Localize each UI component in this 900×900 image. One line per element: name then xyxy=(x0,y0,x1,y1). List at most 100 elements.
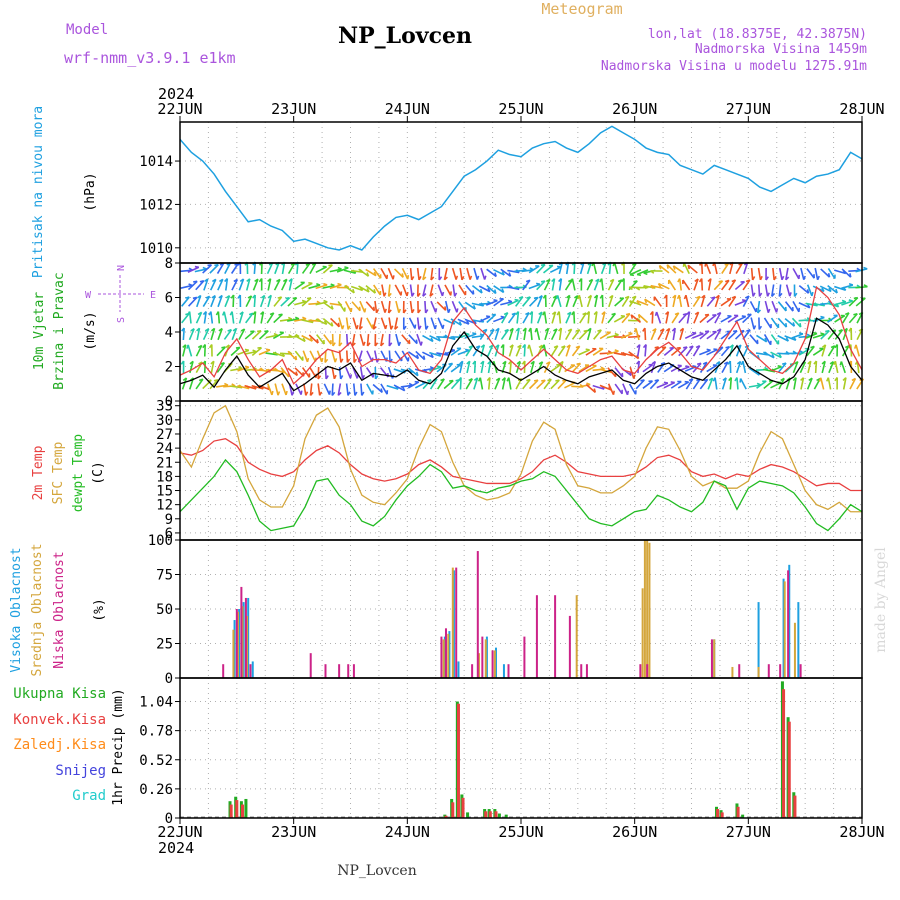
wind-arrow-head xyxy=(522,267,527,271)
wind-arrow-head xyxy=(785,276,790,281)
wind-arrow xyxy=(535,328,541,341)
wind-arrow xyxy=(827,285,838,294)
wind-arrow xyxy=(237,385,250,390)
wind-arrow-head xyxy=(636,344,641,349)
wind-arrow-head xyxy=(863,284,868,288)
wind-arrow xyxy=(720,330,731,340)
wind-arrow xyxy=(683,262,690,275)
wind-arrow-head xyxy=(771,353,775,359)
wind-arrow xyxy=(231,279,239,291)
wind-arrow xyxy=(543,279,551,291)
cloud-mid-label: Srednja Oblacnost xyxy=(30,543,45,676)
wind-arrow xyxy=(274,262,280,275)
wind-arrow xyxy=(494,328,500,341)
wind-arrow-head xyxy=(218,327,223,332)
wind-arrow xyxy=(457,318,470,325)
wind-arrow-head xyxy=(330,283,335,287)
precip-bar-convective xyxy=(444,815,448,818)
wind-arrow xyxy=(296,261,299,275)
cloud-bar-low xyxy=(440,636,443,678)
wind-arrow xyxy=(707,278,712,291)
date-label-bottom: 23JUN xyxy=(271,823,316,841)
wind-arrow xyxy=(253,261,257,275)
cloud-bar-low xyxy=(710,639,713,678)
wind-arrow-head xyxy=(558,278,562,283)
wind-arrow-head xyxy=(325,375,329,380)
cloud-axis-labels: Visoka Oblacnost Srednja Oblacnost Niska… xyxy=(9,543,107,676)
wind-arrow xyxy=(536,379,546,390)
wind-arrow-head xyxy=(677,278,681,283)
wind-arrow-head xyxy=(347,391,351,396)
wind-arrow-head xyxy=(593,311,598,316)
cloud-bar-high xyxy=(797,602,800,678)
cloud-bar-low xyxy=(580,664,583,678)
wind-arrow xyxy=(216,346,226,357)
wind-arrow-head xyxy=(246,278,251,283)
date-label-top: 25JUN xyxy=(498,100,543,118)
wind-arrow-head xyxy=(586,311,590,316)
wind-arrow-head xyxy=(773,276,777,281)
wind-arrow xyxy=(393,384,406,392)
wind-arrow-head xyxy=(838,329,843,332)
cloud-bar-low xyxy=(481,636,484,678)
wind-arrow xyxy=(791,317,802,328)
wind-arrow xyxy=(224,262,232,275)
wind-arrow xyxy=(437,284,444,297)
wind-arrow xyxy=(443,335,456,341)
wind-arrow-head xyxy=(204,278,209,283)
legend-convective: Konvek.Kisa xyxy=(13,712,106,728)
cloud-bar-mid xyxy=(246,615,249,678)
wind-arrow xyxy=(841,284,854,290)
wind-arrow-head xyxy=(712,377,716,382)
wind-arrow xyxy=(536,311,543,324)
wind-arrow xyxy=(344,285,355,294)
wind-arrow-head xyxy=(254,278,259,283)
wind-arrow-head xyxy=(416,354,420,359)
wind-arrow xyxy=(721,377,727,390)
wind-arrow xyxy=(713,262,718,275)
wind-arrow xyxy=(187,266,200,273)
wind-arrow xyxy=(672,295,677,308)
y-tick-label: 0 xyxy=(165,671,173,687)
wind-arrow xyxy=(245,295,253,308)
wind-arrow-head xyxy=(267,278,272,283)
wind-arrow xyxy=(706,364,718,373)
wind-arrow xyxy=(493,298,504,307)
wind-arrow-head xyxy=(521,360,526,365)
wind-arrow-head xyxy=(302,316,307,320)
precip-bar-total xyxy=(497,813,501,818)
wind-arrow-head xyxy=(237,294,241,299)
wind-arrow xyxy=(656,382,669,389)
wind-arrow-head xyxy=(466,360,471,365)
wind-arrow xyxy=(231,328,238,341)
wind-gust-series xyxy=(179,285,863,385)
wind-arrow xyxy=(777,362,787,373)
wind-arrow-head xyxy=(528,327,532,332)
wind-arrow xyxy=(315,284,328,290)
wind-arrow-head xyxy=(839,361,843,366)
wind-arrow xyxy=(259,295,266,308)
wind-arrow xyxy=(777,334,789,342)
wind-arrow xyxy=(309,262,317,275)
wind-arrow-head xyxy=(239,278,244,283)
wind-arrow-head xyxy=(736,360,742,365)
wind-arrow xyxy=(202,328,210,341)
wind-arrow xyxy=(672,265,684,274)
date-label-bottom: 24JUN xyxy=(385,823,430,841)
wind-arrow-head xyxy=(775,308,779,313)
wind-arrow xyxy=(345,333,349,347)
wind-arrow xyxy=(281,261,286,275)
cloud-bar-low xyxy=(523,636,526,678)
wind-arrow xyxy=(713,280,724,291)
wind-arrow-head xyxy=(834,377,838,382)
wind-arrow xyxy=(480,267,486,280)
wind-arrow xyxy=(203,360,207,374)
wind-arrow-head xyxy=(573,295,579,299)
wind-arrow-head xyxy=(571,311,575,316)
wind-arrow xyxy=(644,298,656,307)
wind-arrow xyxy=(692,345,701,357)
wind-arrow xyxy=(217,278,224,291)
cloud-bar-mid xyxy=(731,666,734,678)
wind-arrow xyxy=(380,317,387,330)
wind-arrow xyxy=(720,346,731,357)
